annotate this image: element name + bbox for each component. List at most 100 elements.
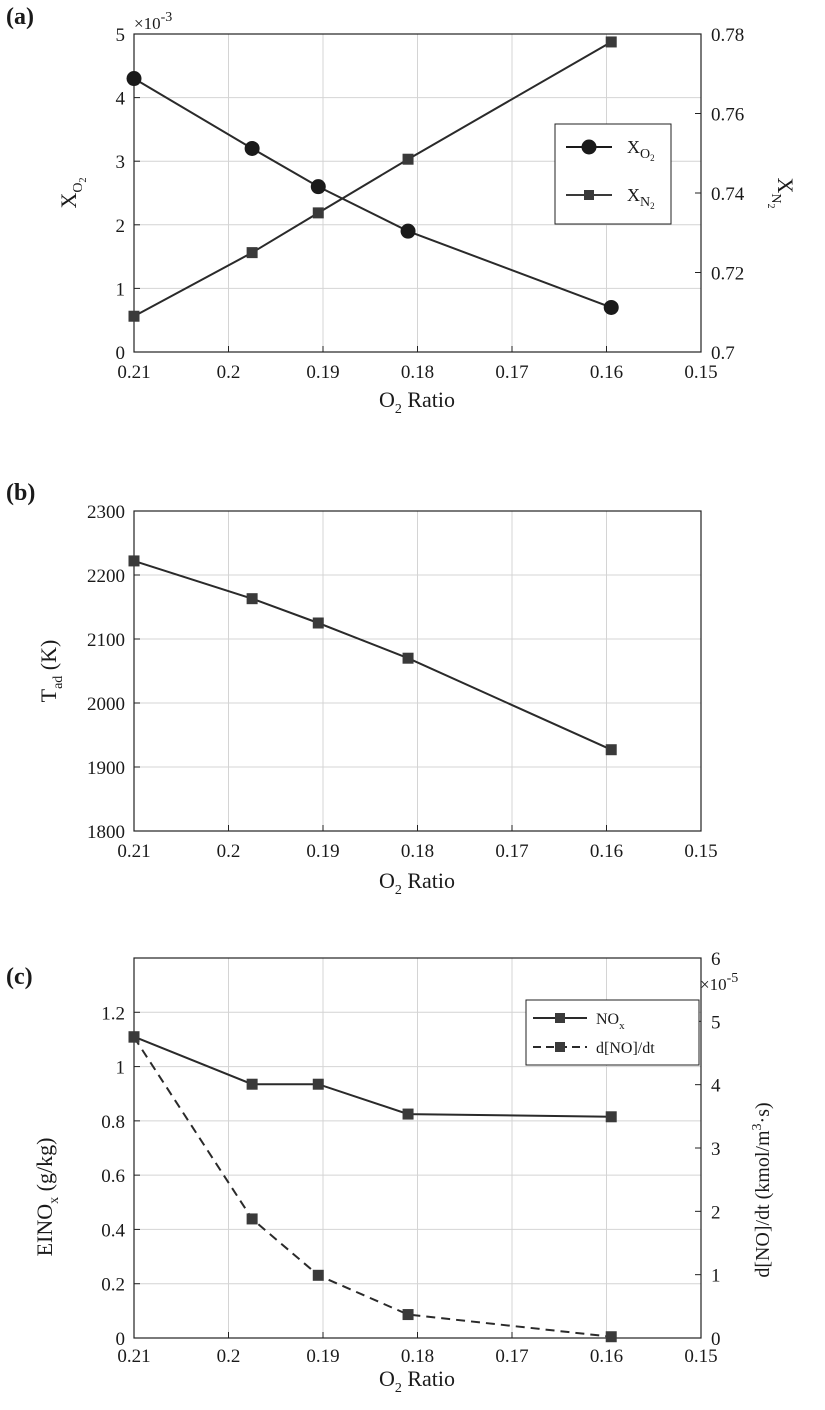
panel-a-xlabel: O2 Ratio [379,387,455,417]
data-point-square [312,207,324,219]
panel-c-label: (c) [6,964,33,990]
panel-b: (b) 0.21 0.2 0.19 0.18 0.17 0.16 0.15 1800 1900… [6,480,718,898]
panel-c-legend-box [525,999,700,1066]
left-y-tick-label: 2000 [87,694,125,715]
legend-nox-label: NOx [596,1011,625,1032]
x-tick-label: 0.19 [306,841,339,862]
panel-b-series [128,555,617,756]
data-point-square [246,1078,258,1090]
left-y-tick-label: 1 [116,1058,126,1079]
panel-b-xlabel: O2 Ratio [379,868,455,898]
data-point-square [246,247,258,259]
panel-c-right-ylabel: d[NO]/dt (kmol/m3·s) [750,1102,774,1277]
x-tick-label: 0.19 [306,362,339,383]
panel-a: (a) 0.21 0.2 0.19 0.18 0.17 0.16 0.15 0 1 2 3 4 5 0… [6,4,798,417]
right-y-tick-label: 0.76 [711,105,744,126]
right-y-tick-label: 6 [711,949,721,970]
right-y-tick-label: 4 [711,1076,721,1097]
x-tick-label: 0.2 [217,841,241,862]
series-line-1 [133,41,612,318]
left-y-tick-label: 3 [116,152,126,173]
data-point-square [402,153,414,165]
left-y-tick-label: 0 [116,1329,126,1350]
x-tick-label: 0.21 [117,1346,150,1367]
data-point-square [402,1108,414,1120]
panel-c-xlabel: O2 Ratio [379,1366,455,1396]
panel-a-right-ylabel: XN2 [765,177,798,208]
data-point-circle [244,140,260,156]
data-point-square [128,1031,140,1043]
data-point-square [605,1111,617,1123]
right-y-tick-label: 1 [711,1266,721,1287]
x-tick-label: 0.18 [401,362,434,383]
left-y-tick-label: 0.2 [101,1275,125,1296]
panel-c-legend: NOx d[NO]/dt [525,999,700,1066]
panel-a-right-ticks: 0.7 0.72 0.74 0.76 0.78 [695,25,745,364]
panel-a-legend: XO2 XN2 [554,123,672,225]
x-tick-label: 0.17 [495,362,528,383]
legend-xn2-label: XN2 [627,185,655,211]
left-y-tick-label: 2100 [87,630,125,651]
data-point-square [312,1078,324,1090]
series-line-1 [133,1036,612,1338]
left-y-tick-label: 1800 [87,822,125,843]
x-tick-label: 0.16 [590,1346,623,1367]
x-tick-label: 0.15 [684,841,717,862]
x-tick-label: 0.17 [495,841,528,862]
data-point-square [312,617,324,629]
panel-b-left-ticks: 1800 1900 2000 2100 2200 2300 [87,502,140,843]
right-y-tick-label: 2 [711,1202,721,1223]
panel-c: (c) 0.21 0.2 0.19 0.18 0.17 0.16 0.15 00.20.40… [6,949,774,1396]
x-tick-label: 0.15 [684,362,717,383]
data-point-square [402,652,414,664]
data-point-square [246,1213,258,1225]
data-point-square [605,36,617,48]
right-y-tick-label: 5 [711,1012,721,1033]
panel-a-label: (a) [6,4,34,30]
data-point-square [312,1269,324,1281]
panel-a-series [126,36,619,322]
panel-a-multiplier: ×10-3 [134,10,172,33]
panel-c-series [128,1031,617,1343]
data-point-square [246,593,258,605]
right-y-tick-label: 0 [711,1329,721,1350]
x-tick-label: 0.16 [590,362,623,383]
right-y-tick-label: 3 [711,1139,721,1160]
x-tick-label: 0.16 [590,841,623,862]
panel-a-legend-box [554,123,672,225]
x-tick-label: 0.15 [684,1346,717,1367]
right-y-tick-label: 0.74 [711,184,745,205]
panel-c-x-ticks: 0.21 0.2 0.19 0.18 0.17 0.16 0.15 [117,1332,718,1367]
data-point-circle [603,299,619,315]
left-y-tick-label: 0 [116,343,126,364]
legend-xo2-marker [581,139,597,155]
panel-c-left-ylabel: EINOx (g/kg) [32,1138,62,1257]
legend-dnodt-label: d[NO]/dt [596,1040,655,1057]
x-tick-label: 0.21 [117,362,150,383]
right-y-tick-label: 0.72 [711,264,744,285]
data-point-circle [126,71,142,87]
data-point-square [402,1309,414,1321]
left-y-tick-label: 2 [116,216,126,237]
legend-nox-marker [555,1013,565,1023]
data-point-square [128,310,140,322]
panel-c-right-ticks: 0 1 2 3 4 5 6 [695,949,721,1350]
left-y-tick-label: 2200 [87,566,125,587]
panel-c-multiplier: ×10-5 [700,971,738,994]
x-tick-label: 0.2 [217,1346,241,1367]
panel-b-ylabel: Tad (K) [36,640,66,703]
data-point-square [128,555,140,567]
data-point-circle [400,223,416,239]
x-tick-label: 0.17 [495,1346,528,1367]
data-point-square [605,744,617,756]
panel-c-left-ticks: 0 0.2 0.4 0.6 0.8 1 1.2 [101,1003,140,1350]
left-y-tick-label: 1.2 [101,1003,125,1024]
legend-dnodt-marker [555,1042,565,1052]
panel-a-left-ticks: 0 1 2 3 4 5 [116,25,140,364]
left-y-tick-label: 0.6 [101,1166,125,1187]
x-tick-label: 0.19 [306,1346,339,1367]
x-tick-label: 0.21 [117,841,150,862]
right-y-tick-label: 0.78 [711,25,744,46]
legend-xo2-label: XO2 [627,137,655,163]
